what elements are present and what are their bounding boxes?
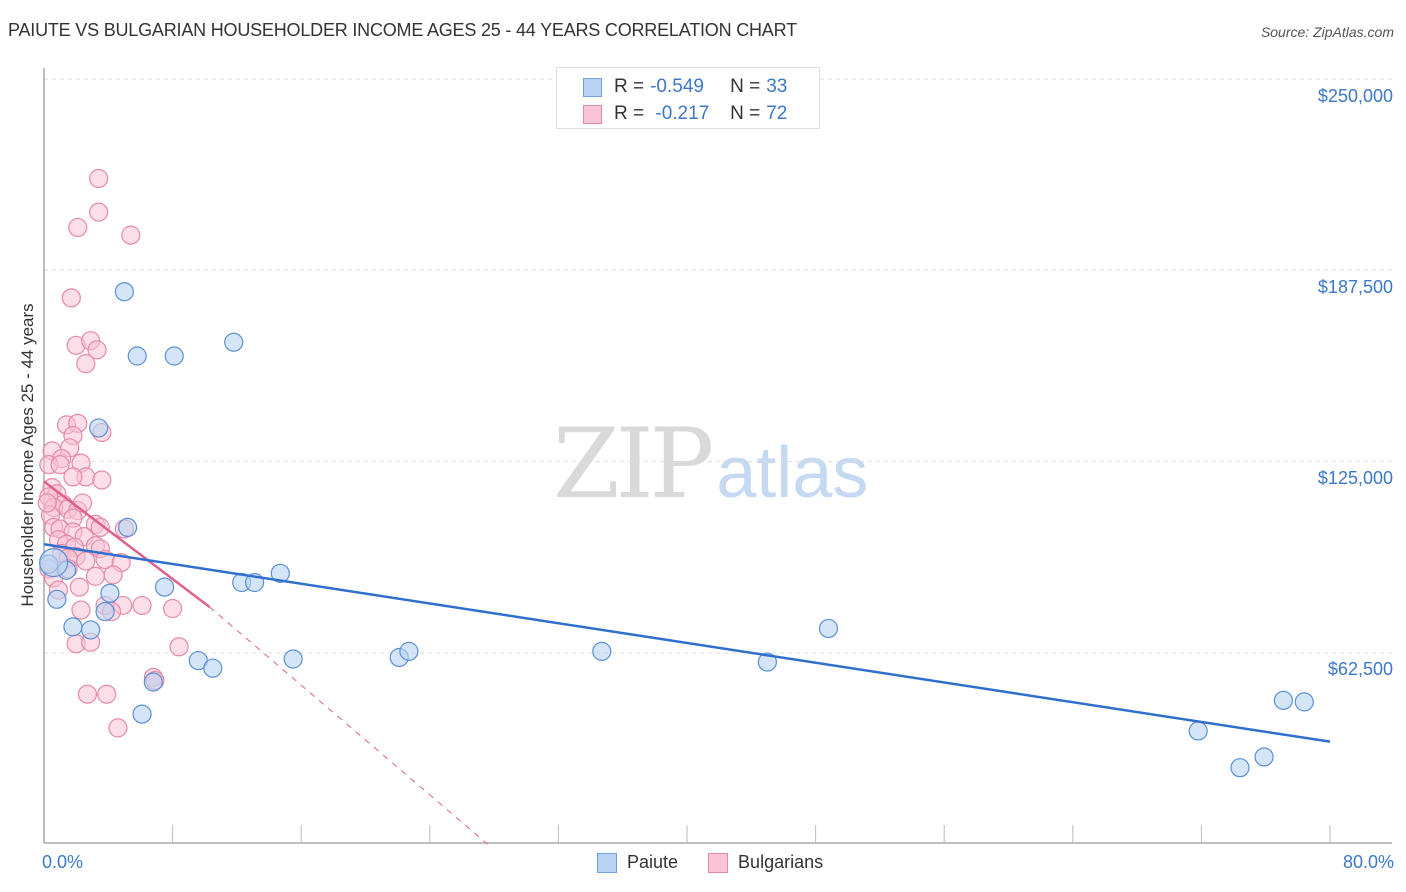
legend-row-paiute: R = -0.549 N = 33 bbox=[583, 75, 787, 99]
y-tick-187500: $187,500 bbox=[1317, 277, 1393, 297]
r-value: -0.549 bbox=[650, 76, 704, 97]
paiute-point bbox=[127, 346, 147, 366]
paiute-point bbox=[818, 618, 839, 639]
y-axis-label: Householder Income Ages 25 - 44 years bbox=[18, 303, 37, 607]
paiute-swatch-icon bbox=[583, 77, 602, 97]
paiute-point bbox=[1230, 758, 1250, 778]
n-label: N = bbox=[730, 76, 761, 97]
gridlines bbox=[44, 78, 1392, 654]
paiute-point bbox=[89, 418, 109, 438]
legend-item-paiute[interactable]: Paiute bbox=[597, 852, 678, 873]
y-tick-250000: $250,000 bbox=[1317, 86, 1393, 106]
bulgarians-point bbox=[77, 684, 98, 704]
legend-label: Paiute bbox=[627, 852, 679, 872]
paiute-point bbox=[1294, 692, 1314, 712]
paiute-point bbox=[100, 583, 120, 603]
paiute-point bbox=[154, 577, 175, 597]
paiute-point bbox=[203, 658, 223, 678]
bulgarians-point bbox=[76, 551, 96, 571]
paiute-point bbox=[592, 641, 612, 661]
legend-label: Bulgarians bbox=[738, 852, 824, 872]
y-tick-62500: $62,500 bbox=[1327, 659, 1393, 679]
paiute-point bbox=[283, 649, 303, 669]
bulgarians-point bbox=[85, 566, 106, 586]
correlation-legend: R = -0.549 N = 33 R = -0.217 N = 72 bbox=[556, 67, 820, 129]
bulgarians-point bbox=[68, 217, 88, 238]
y-tick-125000: $125,000 bbox=[1317, 468, 1393, 488]
bulgarians-point bbox=[121, 225, 141, 245]
paiute-point bbox=[81, 620, 101, 640]
paiute-point bbox=[63, 617, 83, 637]
x-tick-max: 80.0% bbox=[1342, 852, 1394, 872]
bulgarians-swatch-icon bbox=[708, 852, 729, 873]
bulgarians-point bbox=[132, 595, 152, 616]
paiute-point bbox=[1254, 747, 1274, 767]
bulgarians-point bbox=[71, 600, 91, 620]
bulgarians-point bbox=[63, 467, 83, 487]
paiute-point bbox=[143, 672, 163, 692]
trend-lines bbox=[43, 480, 1331, 845]
x-tick-min: 0.0% bbox=[42, 852, 84, 872]
paiute-point bbox=[117, 517, 138, 538]
paiute-point bbox=[270, 563, 290, 583]
bulgarians-point bbox=[61, 288, 81, 308]
bulgarians-swatch-icon bbox=[583, 104, 602, 124]
bulgarians-point bbox=[90, 517, 110, 538]
bulgarians-point bbox=[108, 718, 128, 738]
paiute-point bbox=[164, 346, 184, 366]
paiute-point bbox=[1188, 721, 1208, 741]
series-legend: Paiute Bulgarians bbox=[597, 852, 853, 873]
paiute-point bbox=[39, 548, 69, 578]
bulgarians-point bbox=[163, 598, 183, 619]
paiute-point bbox=[132, 704, 152, 724]
r-label: R = bbox=[614, 76, 645, 97]
bulgarians-trend-line bbox=[43, 480, 211, 608]
paiute-point bbox=[757, 652, 777, 672]
paiute-point bbox=[1273, 690, 1293, 710]
n-value: 72 bbox=[766, 103, 788, 124]
watermark-zip: ZIP bbox=[553, 408, 714, 520]
n-label: N = bbox=[730, 103, 761, 124]
bulgarians-points bbox=[37, 168, 189, 738]
chart-title: PAIUTE VS BULGARIAN HOUSEHOLDER INCOME A… bbox=[8, 20, 797, 40]
bulgarians-point bbox=[92, 470, 112, 490]
r-value: -0.217 bbox=[650, 103, 710, 124]
paiute-point bbox=[114, 282, 134, 302]
bulgarians-point bbox=[37, 493, 57, 513]
legend-row-bulgarians: R = -0.217 N = 72 bbox=[583, 102, 787, 126]
bulgarians-point bbox=[169, 637, 189, 657]
bulgarians-point bbox=[103, 565, 123, 585]
paiute-points bbox=[39, 282, 1314, 778]
source-label: Source: ZipAtlas.com bbox=[1260, 24, 1394, 40]
bulgarians-point bbox=[50, 455, 70, 475]
bulgarians-point bbox=[76, 354, 96, 374]
bulgarians-trend-extension bbox=[209, 606, 488, 845]
r-label: R = bbox=[614, 103, 645, 124]
legend-item-bulgarians[interactable]: Bulgarians bbox=[708, 852, 823, 873]
paiute-point bbox=[224, 332, 244, 352]
n-value: 33 bbox=[766, 76, 788, 97]
bulgarians-point bbox=[69, 577, 89, 597]
paiute-point bbox=[95, 601, 115, 622]
watermark-atlas: atlas bbox=[716, 433, 869, 513]
paiute-trend-line bbox=[43, 543, 1331, 743]
paiute-swatch-icon bbox=[597, 852, 617, 873]
bulgarians-point bbox=[87, 340, 107, 360]
bulgarians-point bbox=[89, 168, 109, 189]
bulgarians-point bbox=[89, 202, 109, 222]
paiute-point bbox=[399, 641, 419, 661]
bulgarians-point bbox=[97, 684, 117, 704]
watermark: ZIPatlas bbox=[553, 408, 868, 520]
paiute-point bbox=[47, 589, 67, 609]
